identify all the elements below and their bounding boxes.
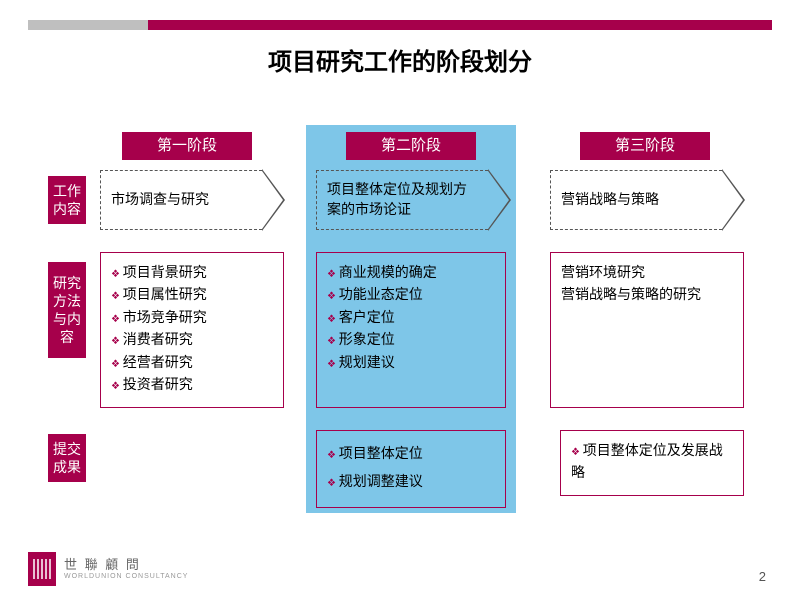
phase1-methods-list: 项目背景研究 项目属性研究 市场竞争研究 消费者研究 经营者研究 投资者研究 <box>111 261 273 395</box>
row-label-methods: 研究方法与内容 <box>48 262 86 358</box>
phase2-work-text: 项目整体定位及规划方案的市场论证 <box>327 180 478 219</box>
list-item: 客户定位 <box>327 306 495 328</box>
row-label-work: 工作内容 <box>48 176 86 224</box>
list-item: 项目属性研究 <box>111 283 273 305</box>
phase2-methods-list: 商业规模的确定 功能业态定位 客户定位 形象定位 规划建议 <box>327 261 495 373</box>
logo-sub: WORLDUNION CONSULTANCY <box>64 573 188 581</box>
list-item: 投资者研究 <box>111 373 273 395</box>
page-number: 2 <box>759 569 766 584</box>
phase1-methods: 项目背景研究 项目属性研究 市场竞争研究 消费者研究 经营者研究 投资者研究 <box>100 252 284 408</box>
phase1-work-text: 市场调查与研究 <box>111 190 209 210</box>
phase3-methods: 营销环境研究 营销战略与策略的研究 <box>550 252 744 408</box>
list-item: 经营者研究 <box>111 351 273 373</box>
list-item: 项目整体定位及发展战略 <box>571 439 733 484</box>
phase2-deliverables-list: 项目整体定位 规划调整建议 <box>327 439 495 495</box>
list-item: 形象定位 <box>327 328 495 350</box>
phase2-methods: 商业规模的确定 功能业态定位 客户定位 形象定位 规划建议 <box>316 252 506 408</box>
row-label-deliver: 提交成果 <box>48 434 86 482</box>
list-item: 规划调整建议 <box>327 467 495 495</box>
phase3-deliverables-list: 项目整体定位及发展战略 <box>571 439 733 484</box>
list-item: 功能业态定位 <box>327 283 495 305</box>
phase2-work: 项目整体定位及规划方案的市场论证 <box>316 170 488 230</box>
list-item: 项目背景研究 <box>111 261 273 283</box>
phase3-header: 第三阶段 <box>580 132 710 160</box>
phase1-header: 第一阶段 <box>122 132 252 160</box>
phase2-deliverables: 项目整体定位 规划调整建议 <box>316 430 506 508</box>
phase3-deliverables: 项目整体定位及发展战略 <box>560 430 744 496</box>
accent-bar-gray <box>28 20 148 30</box>
phase2-header: 第二阶段 <box>346 132 476 160</box>
accent-bar-brand <box>148 20 772 30</box>
logo-text: 世 聯 顧 問 WORLDUNION CONSULTANCY <box>64 557 188 581</box>
list-item: 规划建议 <box>327 351 495 373</box>
list-item: 市场竞争研究 <box>111 306 273 328</box>
list-item: 商业规模的确定 <box>327 261 495 283</box>
phase3-work-text: 营销战略与策略 <box>561 190 659 210</box>
logo-main: 世 聯 顧 問 <box>64 557 188 573</box>
logo: 世 聯 顧 問 WORLDUNION CONSULTANCY <box>28 552 188 586</box>
phase3-work: 营销战略与策略 <box>550 170 722 230</box>
logo-mark-icon <box>28 552 56 586</box>
page-title: 项目研究工作的阶段划分 <box>0 42 800 77</box>
list-item: 项目整体定位 <box>327 439 495 467</box>
list-item: 消费者研究 <box>111 328 273 350</box>
phase1-work: 市场调查与研究 <box>100 170 262 230</box>
